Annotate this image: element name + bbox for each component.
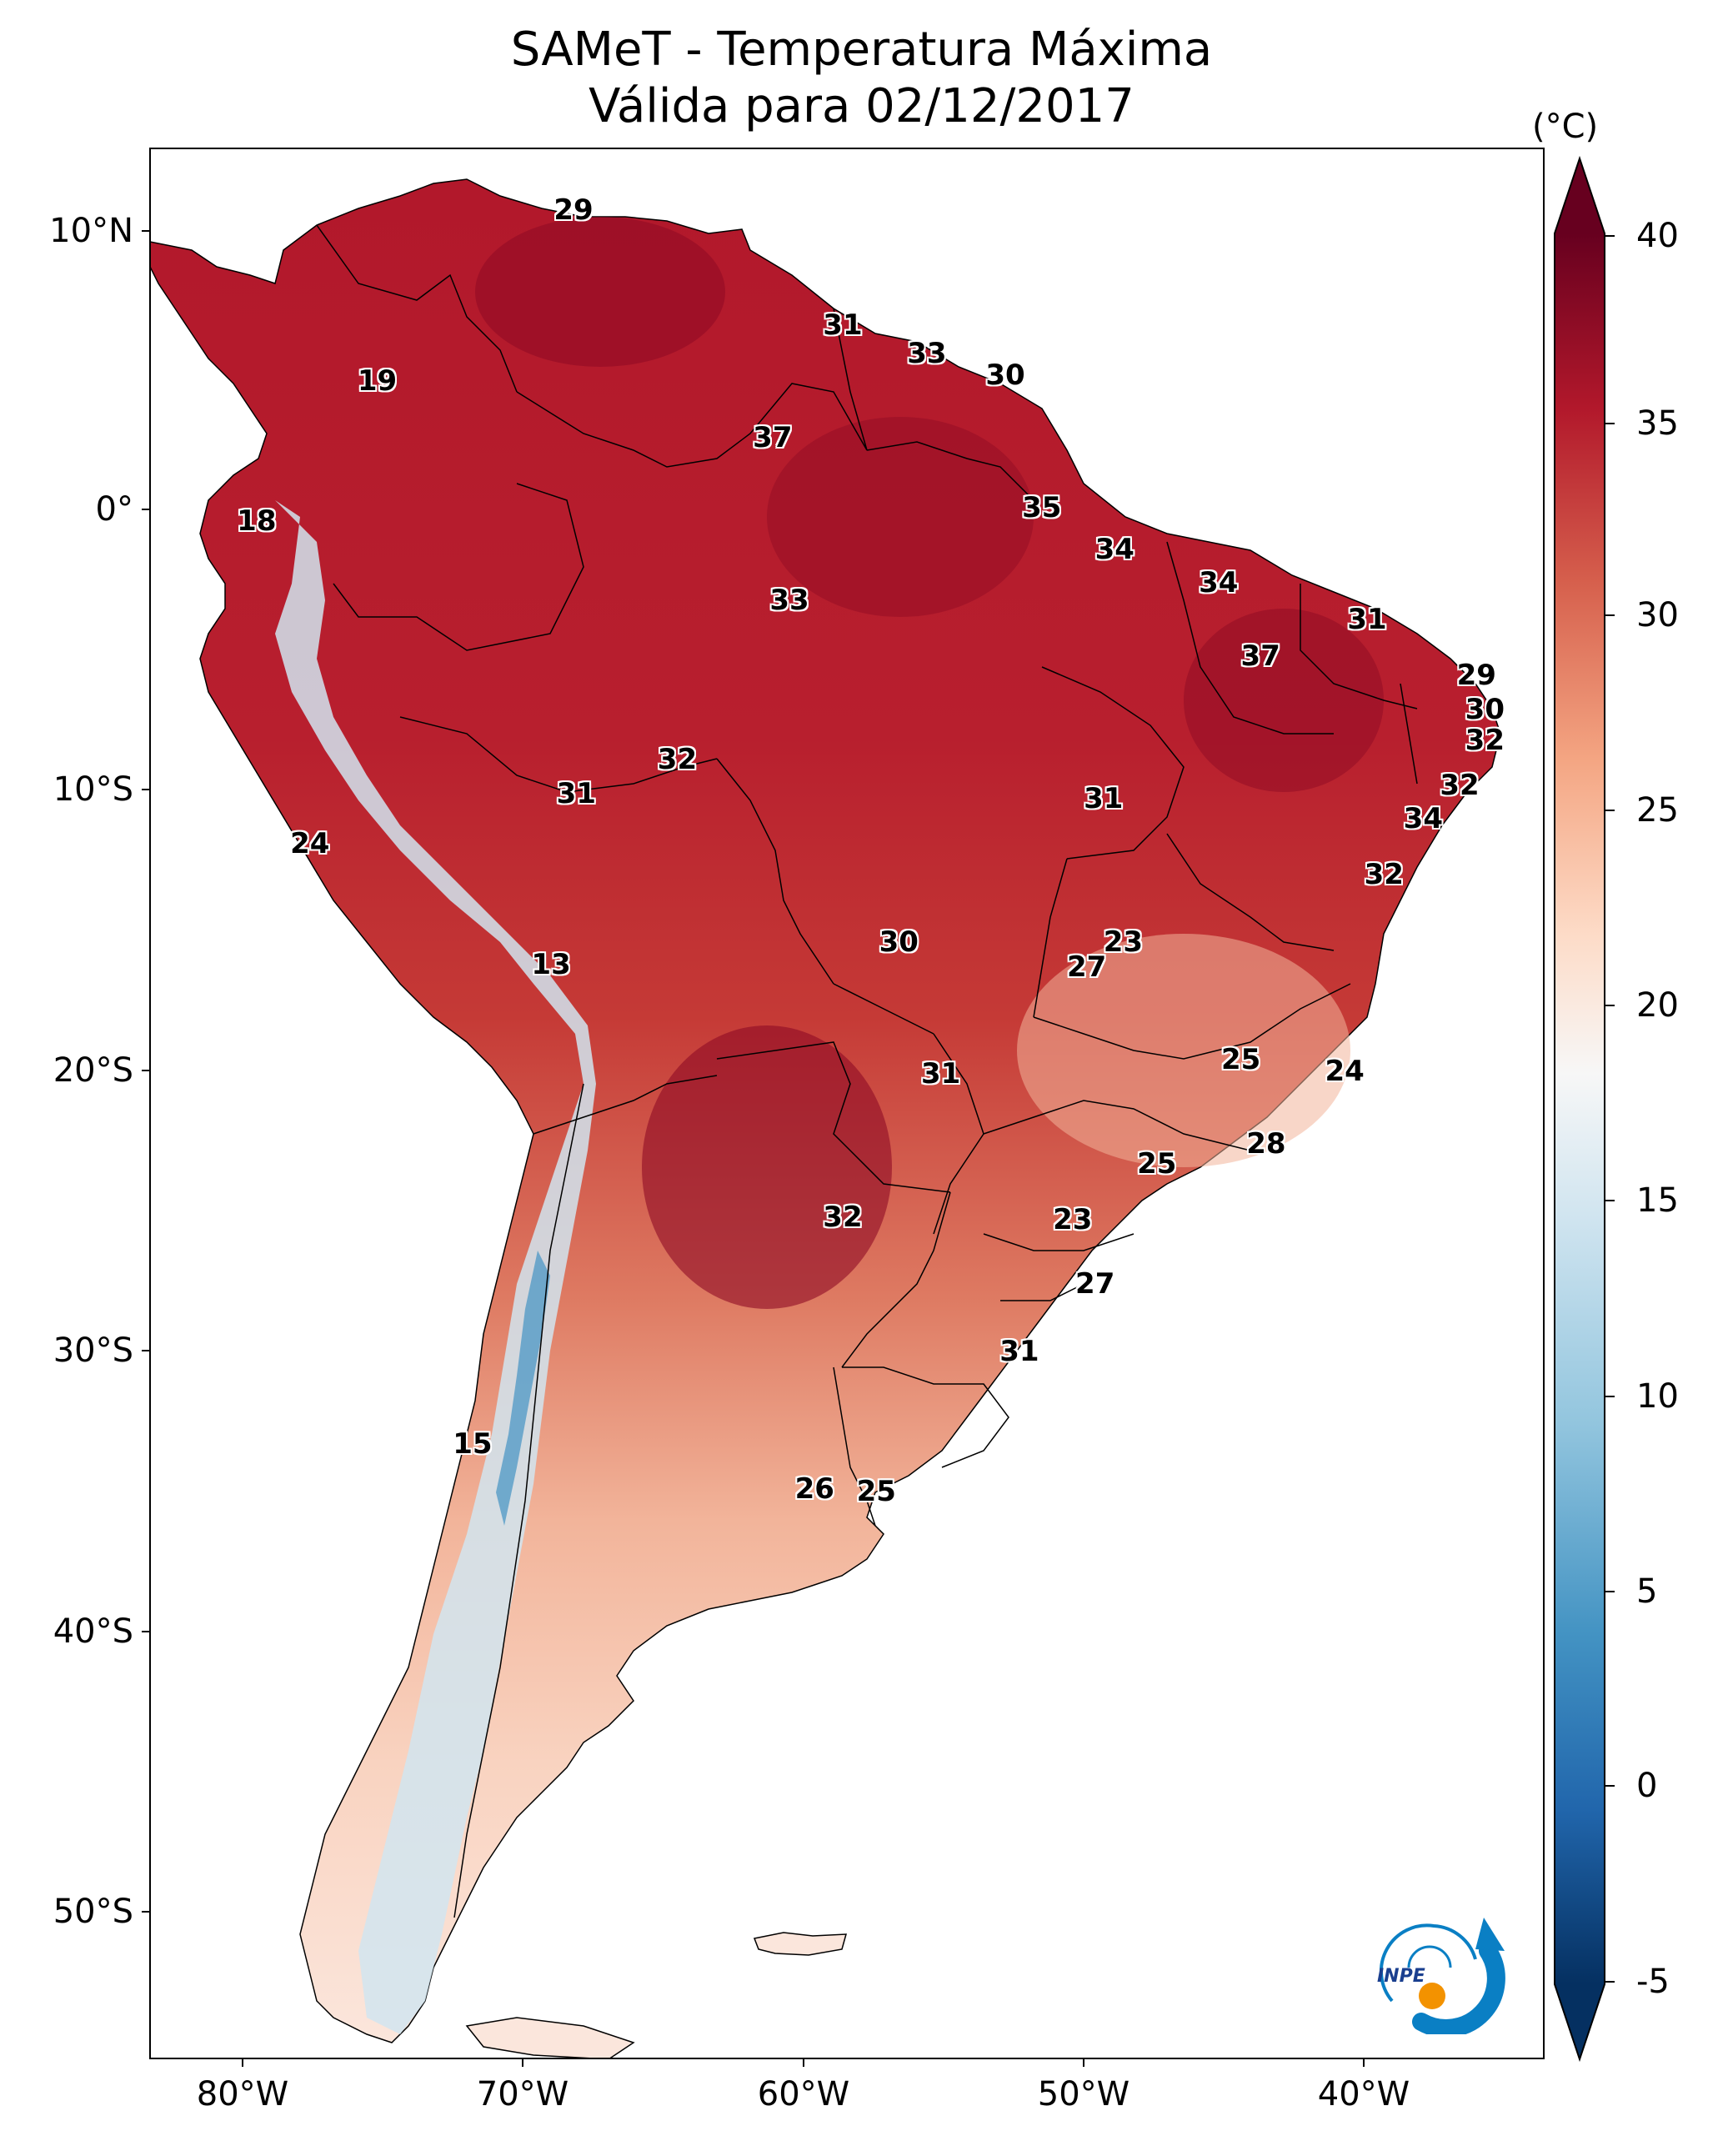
temperature-label: 13 xyxy=(531,947,571,981)
temperature-label: 30 xyxy=(1465,692,1505,726)
colorbar-unit: (°C) xyxy=(1532,108,1599,146)
temperature-label: 32 xyxy=(1364,858,1404,892)
temperature-label: 37 xyxy=(753,420,793,454)
temperature-label: 31 xyxy=(1084,782,1124,816)
colorbar-tick-label: 35 xyxy=(1636,404,1679,443)
temperature-label: 15 xyxy=(453,1427,493,1462)
temperature-label: 34 xyxy=(1403,802,1443,836)
temperature-label: 28 xyxy=(1246,1127,1286,1161)
temperature-label: 34 xyxy=(1199,566,1239,600)
temperature-label: 25 xyxy=(1220,1043,1261,1077)
temperature-label: 33 xyxy=(907,336,947,370)
temperature-label: 31 xyxy=(1347,603,1387,637)
colorbar-tick-label: 5 xyxy=(1636,1572,1658,1611)
temperature-label: 31 xyxy=(556,776,597,810)
tierra-del-fuego xyxy=(465,2017,635,2058)
temperature-label: 32 xyxy=(657,743,698,777)
andes-cold-band xyxy=(275,500,596,2034)
andes-blue-core xyxy=(496,1251,550,1526)
temperature-label: 25 xyxy=(1137,1146,1177,1181)
colorbar-tick-label: -5 xyxy=(1636,1963,1670,2001)
lon-tick-label: 70°W xyxy=(476,2075,569,2113)
lat-tick-label: 50°S xyxy=(53,1893,133,1931)
temperature-label: 29 xyxy=(553,193,594,227)
temperature-label: 24 xyxy=(290,827,330,861)
colorbar-top-arrow xyxy=(1555,158,1605,233)
colorbar-bottom-arrow xyxy=(1555,1984,1605,2059)
colorbar-tick-label: 15 xyxy=(1636,1181,1679,1220)
colorbar-gradient xyxy=(1555,233,1605,1984)
lon-tick-label: 40°W xyxy=(1317,2075,1410,2113)
temperature-label: 23 xyxy=(1053,1203,1093,1237)
temperature-label: 34 xyxy=(1094,533,1134,567)
colorbar-tick-label: 40 xyxy=(1636,217,1679,255)
hot-zone-chaco xyxy=(642,1025,892,1309)
colorbar-outline xyxy=(1554,155,1605,2063)
south-america-land xyxy=(150,178,1501,2058)
temperature-label: 23 xyxy=(1103,925,1144,960)
inpe-logo-icon xyxy=(1379,1918,1505,2038)
temperature-label: 26 xyxy=(794,1472,834,1507)
temperature-label: 32 xyxy=(1465,723,1505,757)
temperature-label: 32 xyxy=(1440,768,1480,802)
temperature-label: 31 xyxy=(921,1057,961,1091)
temperature-label: 33 xyxy=(769,583,809,617)
temperature-label: 29 xyxy=(1456,659,1496,693)
colorbar-tick-label: 25 xyxy=(1636,791,1679,830)
lon-tick-label: 80°W xyxy=(196,2075,289,2113)
temperature-label: 18 xyxy=(237,504,277,539)
temperature-label: 27 xyxy=(1075,1267,1115,1301)
temperature-label: 31 xyxy=(823,308,863,342)
hot-zone-amazon xyxy=(767,417,1034,617)
map-frame xyxy=(149,148,1545,2059)
colorbar xyxy=(1554,155,1615,2063)
falkland-islands xyxy=(753,1932,848,1956)
temperature-label: 25 xyxy=(856,1475,896,1509)
inpe-logo-text: INPE xyxy=(1377,1966,1425,1987)
temperature-label: 24 xyxy=(1325,1054,1365,1088)
hot-zone-northeast xyxy=(1184,609,1384,792)
lon-tick-label: 60°W xyxy=(757,2075,850,2113)
lat-tick-label: 10°N xyxy=(49,212,133,250)
temperature-label: 30 xyxy=(985,358,1025,393)
country-borders xyxy=(316,224,1418,1918)
map-subtitle: Válida para 02/12/2017 xyxy=(589,79,1134,133)
warm-zone-southeast xyxy=(1017,934,1350,1167)
temperature-label: 37 xyxy=(1240,639,1280,673)
lon-tick-label: 50°W xyxy=(1037,2075,1130,2113)
inpe-logo: INPE xyxy=(1359,1909,1509,2038)
temperature-label: 30 xyxy=(879,925,919,960)
temperature-label: 19 xyxy=(357,364,398,399)
hot-zone-north xyxy=(475,217,725,367)
lat-tick-label: 0° xyxy=(95,490,133,529)
lat-tick-label: 40°S xyxy=(53,1612,133,1651)
temperature-label: 35 xyxy=(1022,490,1062,524)
temperature-label: 27 xyxy=(1066,950,1107,985)
lat-tick-label: 20°S xyxy=(53,1051,133,1090)
temperature-label: 31 xyxy=(999,1335,1039,1369)
colorbar-tick-label: 20 xyxy=(1636,986,1679,1025)
colorbar-tick-label: 30 xyxy=(1636,596,1679,634)
temperature-label: 32 xyxy=(823,1200,863,1234)
colorbar-tick-label: 10 xyxy=(1636,1377,1679,1416)
colorbar-tick-label: 0 xyxy=(1636,1767,1658,1805)
lat-tick-label: 30°S xyxy=(53,1331,133,1370)
axis-ticks xyxy=(142,230,1365,2067)
lat-tick-label: 10°S xyxy=(53,770,133,809)
map-title: SAMeT - Temperatura Máxima xyxy=(510,23,1213,77)
